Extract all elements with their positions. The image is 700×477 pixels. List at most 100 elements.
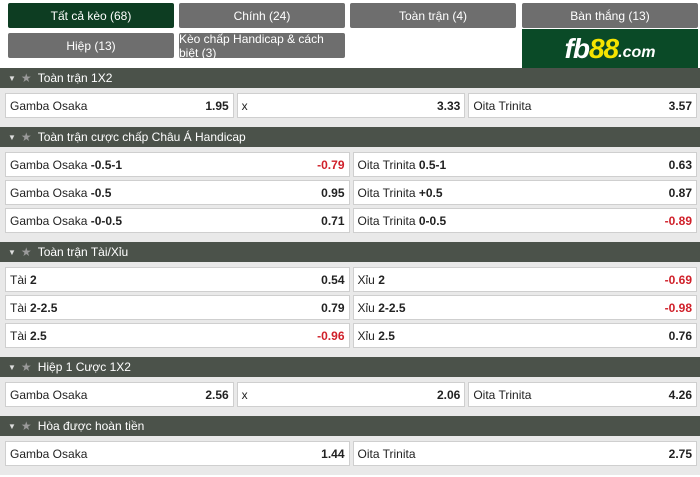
odds-value: 2.56 <box>205 387 229 402</box>
handicap-line: 2 <box>378 272 385 287</box>
section-title: Hiệp 1 Cược 1X2 <box>37 360 131 374</box>
star-icon[interactable]: ★ <box>20 419 32 433</box>
odds-cell[interactable]: Oita Trinita +0.5 0.87 <box>352 180 697 205</box>
odds-cell[interactable]: Xỉu 2 -0.69 <box>352 267 697 292</box>
odds-cell[interactable]: Gamba Osaka 1.44 <box>5 441 350 466</box>
selection-name: Oita Trinita <box>357 446 416 461</box>
odds-row: Gamba Osaka 1.95 x 3.33 Oita Trinita 3.57 <box>5 93 698 118</box>
selection-name: Xỉu <box>357 272 375 287</box>
selection-name: Oita Trinita <box>357 157 416 172</box>
odds-value: 3.57 <box>668 98 693 113</box>
odds-cell[interactable]: Oita Trinita 0-0.5 -0.89 <box>352 208 697 233</box>
odds-cell[interactable]: Gamba Osaka 1.95 <box>5 93 234 118</box>
section-title: Hòa được hoàn tiền <box>37 419 145 433</box>
odds-cell[interactable]: Oita Trinita 3.57 <box>468 93 698 118</box>
tab-goals[interactable]: Bàn thắng (13) <box>522 3 698 28</box>
tab-full-match[interactable]: Toàn trận (4) <box>350 3 516 28</box>
star-icon[interactable]: ★ <box>20 360 32 374</box>
odds-value: 0.76 <box>668 328 692 343</box>
odds-value: -0.96 <box>317 328 345 343</box>
star-icon[interactable]: ★ <box>20 130 32 144</box>
handicap-line: 2 <box>30 272 37 287</box>
market-tabs: Tất cả kèo (68) Chính (24) Toàn trận (4)… <box>0 0 700 68</box>
odds-cell[interactable]: Xỉu 2-2.5 -0.98 <box>352 295 697 320</box>
market-section: ▼ ★ Toàn trận 1X2 Gamba Osaka 1.95 x 3.33 Oita … <box>0 68 700 127</box>
tab-all[interactable]: Tất cả kèo (68) <box>8 3 174 28</box>
odds-cell[interactable]: Oita Trinita 2.75 <box>352 441 697 466</box>
odds-value: 1.44 <box>321 446 345 461</box>
odds-cell[interactable]: x 3.33 <box>236 93 466 118</box>
odds-value: 4.26 <box>668 387 693 402</box>
market-sections: ▼ ★ Toàn trận 1X2 Gamba Osaka 1.95 x 3.33 Oita … <box>0 68 700 475</box>
odds-value: 0.63 <box>668 157 692 172</box>
handicap-line: -0-0.5 <box>90 213 123 228</box>
section-title: Toàn trận 1X2 <box>37 71 113 85</box>
selection-name: Gamba Osaka <box>10 185 88 200</box>
selection-name: Gamba Osaka <box>10 157 88 172</box>
market-section: ▼ ★ Hòa được hoàn tiền Gamba Osaka 1.44 Oita … <box>0 416 700 475</box>
odds-cell[interactable]: x 2.06 <box>236 382 466 407</box>
odds-row: Tài 2.5 -0.96 Xỉu 2.5 0.76 <box>5 323 697 348</box>
collapse-icon[interactable]: ▼ <box>8 73 16 83</box>
selection-name: x <box>241 98 248 113</box>
collapse-icon[interactable]: ▼ <box>8 132 16 142</box>
odds-value: -0.69 <box>664 272 692 287</box>
odds-value: -0.98 <box>664 300 692 315</box>
handicap-line: 2.5 <box>378 328 395 343</box>
market-section: ▼ ★ Toàn trận Tài/Xỉu Tài 2 0.54 Xỉu 2 -0.69 Tà… <box>0 242 700 357</box>
odds-cell[interactable]: Gamba Osaka 2.56 <box>5 382 234 407</box>
handicap-line: 0.5-1 <box>418 157 447 172</box>
selection-name: x <box>241 387 248 402</box>
selection-name: Gamba Osaka <box>10 387 88 402</box>
market-section: ▼ ★ Toàn trận cược chấp Châu Á Handicap Gam… <box>0 127 700 242</box>
section-header[interactable]: ▼ ★ Hiệp 1 Cược 1X2 <box>0 357 700 377</box>
odds-value: 0.54 <box>321 272 345 287</box>
odds-value: 0.95 <box>321 185 345 200</box>
odds-value: 0.87 <box>668 185 692 200</box>
selection-name: Tài <box>10 328 27 343</box>
section-header[interactable]: ▼ ★ Toàn trận Tài/Xỉu <box>0 242 700 262</box>
handicap-line: +0.5 <box>418 185 443 200</box>
selection-name: Oita Trinita <box>357 213 416 228</box>
odds-value: 2.75 <box>668 446 692 461</box>
odds-row: Gamba Osaka 2.56 x 2.06 Oita Trinita 4.26 <box>5 382 698 407</box>
selection-name: Xỉu <box>357 328 375 343</box>
handicap-line: 2-2.5 <box>30 300 58 315</box>
tab-main[interactable]: Chính (24) <box>179 3 345 28</box>
tab-handicap[interactable]: Kèo chấp Handicap & cách biệt (3) <box>179 32 345 60</box>
odds-cell[interactable]: Tài 2.5 -0.96 <box>5 323 350 348</box>
odds-cell[interactable]: Gamba Osaka -0.5 0.95 <box>5 180 350 205</box>
selection-name: Gamba Osaka <box>10 98 88 113</box>
odds-cell[interactable]: Tài 2 0.54 <box>5 267 350 292</box>
odds-row: Tài 2 0.54 Xỉu 2 -0.69 <box>5 267 697 292</box>
handicap-line: 2.5 <box>30 328 47 343</box>
odds-cell[interactable]: Tài 2-2.5 0.79 <box>5 295 350 320</box>
odds-cell[interactable]: Gamba Osaka -0-0.5 0.71 <box>5 208 350 233</box>
collapse-icon[interactable]: ▼ <box>8 247 16 257</box>
odds-value: 3.33 <box>436 98 461 113</box>
odds-cell[interactable]: Oita Trinita 4.26 <box>468 382 698 407</box>
selection-name: Oita Trinita <box>357 185 416 200</box>
star-icon[interactable]: ★ <box>20 245 32 259</box>
odds-value: -0.89 <box>664 213 692 228</box>
section-header[interactable]: ▼ ★ Toàn trận cược chấp Châu Á Handicap <box>0 127 700 147</box>
odds-value: 0.71 <box>321 213 345 228</box>
selection-name: Tài <box>10 272 27 287</box>
odds-value: 1.95 <box>205 98 229 113</box>
section-header[interactable]: ▼ ★ Toàn trận 1X2 <box>0 68 700 88</box>
collapse-icon[interactable]: ▼ <box>8 362 16 372</box>
selection-name: Xỉu <box>357 300 375 315</box>
selection-name: Tài <box>10 300 27 315</box>
section-title: Toàn trận Tài/Xỉu <box>37 245 129 259</box>
odds-cell[interactable]: Xỉu 2.5 0.76 <box>352 323 697 348</box>
collapse-icon[interactable]: ▼ <box>8 421 16 431</box>
odds-cell[interactable]: Oita Trinita 0.5-1 0.63 <box>352 152 697 177</box>
star-icon[interactable]: ★ <box>20 71 32 85</box>
tab-half[interactable]: Hiệp (13) <box>8 33 174 58</box>
handicap-line: -0.5-1 <box>90 157 123 172</box>
selection-name: Gamba Osaka <box>10 213 88 228</box>
odds-row: Gamba Osaka -0.5 0.95 Oita Trinita +0.5 0.8… <box>5 180 697 205</box>
odds-row: Tài 2-2.5 0.79 Xỉu 2-2.5 -0.98 <box>5 295 697 320</box>
section-header[interactable]: ▼ ★ Hòa được hoàn tiền <box>0 416 700 436</box>
odds-cell[interactable]: Gamba Osaka -0.5-1 -0.79 <box>5 152 350 177</box>
